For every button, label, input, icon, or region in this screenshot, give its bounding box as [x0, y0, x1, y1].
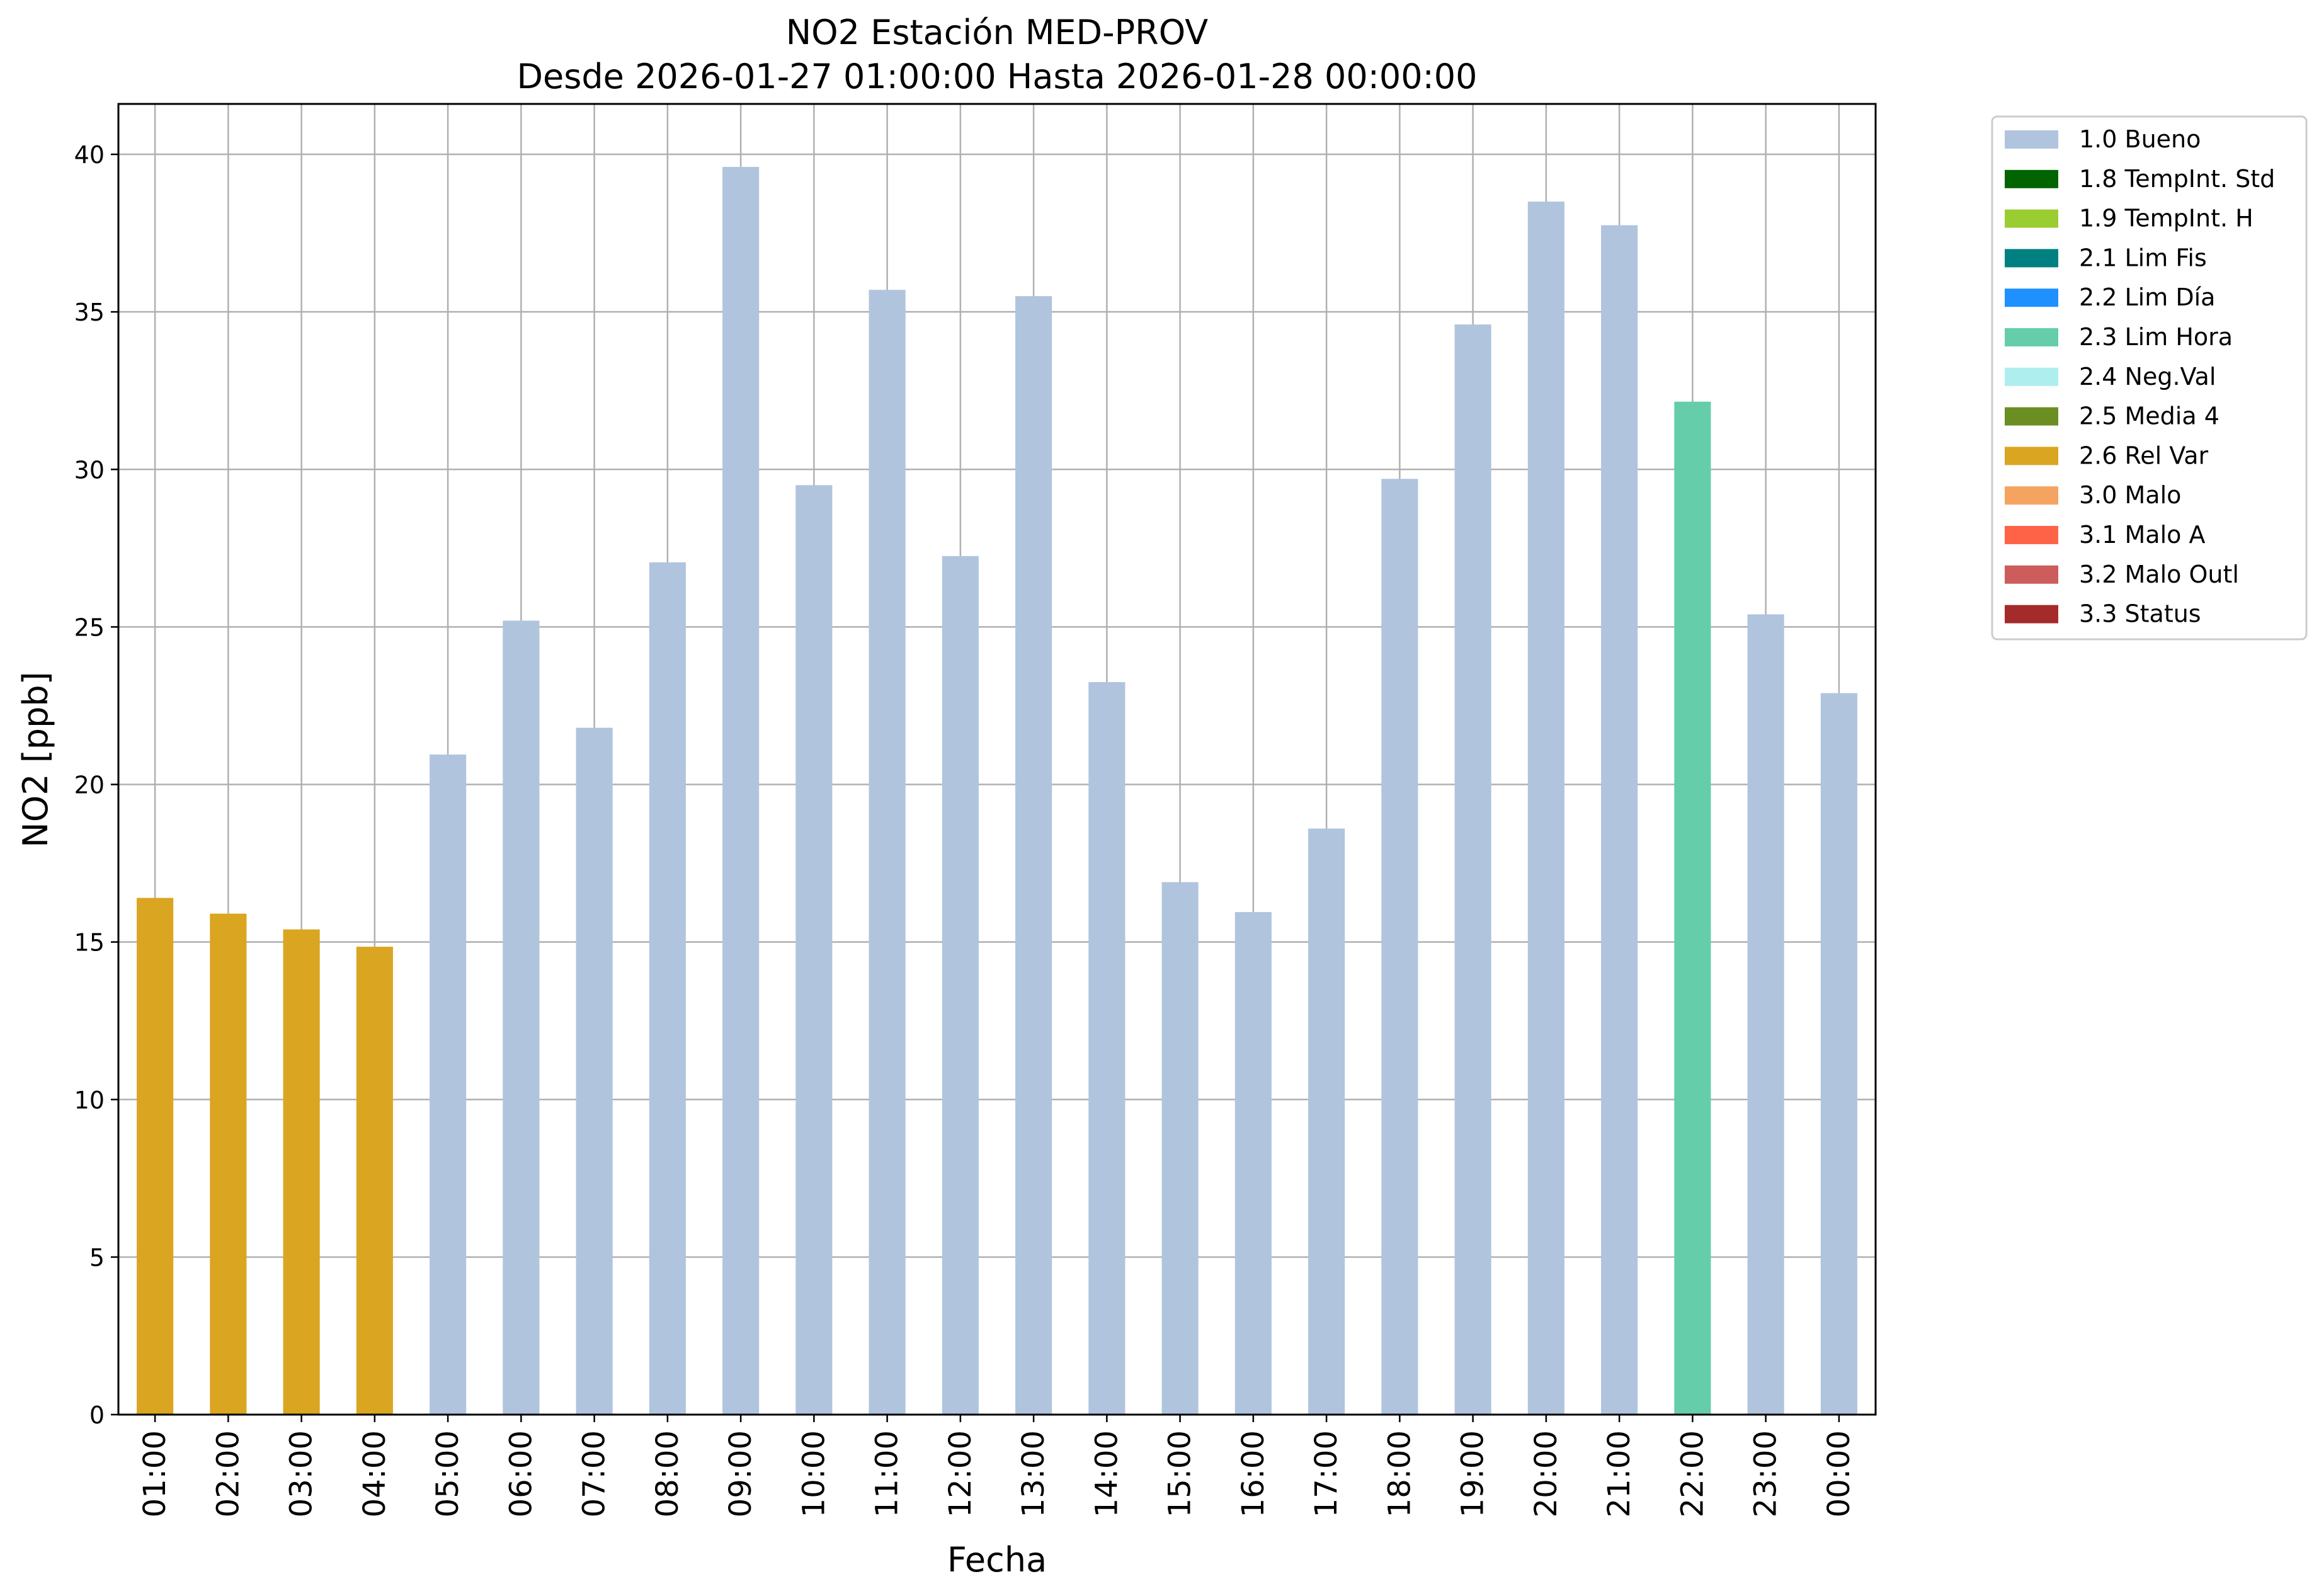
bar	[1161, 882, 1199, 1415]
bar	[210, 913, 247, 1415]
x-axis-label: Fecha	[947, 1540, 1047, 1580]
bar	[1088, 681, 1125, 1415]
bar	[1601, 225, 1638, 1415]
legend-label: 2.4 Neg.Val	[2079, 363, 2216, 390]
legend-swatch	[2005, 447, 2058, 465]
x-tick-label: 20:00	[1529, 1430, 1564, 1517]
x-tick-label: 21:00	[1602, 1430, 1637, 1517]
legend-swatch	[2005, 565, 2058, 584]
legend-label: 2.1 Lim Fis	[2079, 244, 2207, 271]
bar	[576, 727, 613, 1415]
x-tick-label: 17:00	[1309, 1430, 1344, 1517]
x-tick-label: 07:00	[577, 1430, 612, 1517]
x-tick-label: 01:00	[137, 1430, 173, 1517]
plot-frame	[117, 103, 1877, 1416]
legend: 1.0 Bueno 1.8 TempInt. Std 1.9 TempInt. H 2…	[1991, 115, 2308, 641]
bar	[1234, 912, 1272, 1415]
x-tick-label: 03:00	[284, 1430, 319, 1517]
x-tick-label: 05:00	[430, 1430, 465, 1517]
x-tick-label: 00:00	[1821, 1430, 1857, 1517]
y-axis-label: NO2 [ppb]	[16, 671, 55, 847]
bar	[137, 898, 174, 1415]
x-tick-label: 23:00	[1748, 1430, 1784, 1517]
bar	[1308, 828, 1345, 1415]
bar	[1381, 479, 1418, 1415]
x-tick-label: 19:00	[1456, 1430, 1491, 1517]
bar	[795, 485, 833, 1415]
bar	[942, 556, 979, 1415]
bar	[1015, 296, 1052, 1415]
x-tick-label: 18:00	[1382, 1430, 1417, 1517]
legend-swatch	[2005, 605, 2058, 624]
x-tick-label: 06:00	[503, 1430, 538, 1517]
legend-swatch	[2005, 328, 2058, 346]
legend-swatch	[2005, 209, 2058, 228]
x-tick-label: 09:00	[723, 1430, 758, 1517]
legend-swatch	[2005, 249, 2058, 268]
y-tick-label: 20	[74, 772, 105, 799]
legend-frame	[1991, 115, 2308, 641]
x-tick-label: 13:00	[1016, 1430, 1051, 1517]
x-tick-label: 08:00	[650, 1430, 685, 1517]
y-axis: 0 5 10 15 20 25 30 35 40	[74, 141, 118, 1429]
legend-label: 2.2 Lim Día	[2079, 283, 2215, 311]
legend-label: 2.6 Rel Var	[2079, 442, 2209, 469]
x-tick-label: 11:00	[870, 1430, 905, 1517]
y-tick-label: 10	[74, 1086, 105, 1114]
x-tick-label: 12:00	[943, 1430, 978, 1517]
legend-label: 2.5 Media 4	[2079, 402, 2219, 430]
bar	[869, 290, 906, 1415]
x-tick-label: 15:00	[1163, 1430, 1198, 1517]
bar	[1527, 202, 1564, 1415]
x-tick-label: 02:00	[210, 1430, 246, 1517]
y-tick-label: 5	[89, 1244, 105, 1272]
bars-group	[137, 167, 1857, 1415]
y-tick-label: 15	[74, 929, 105, 957]
legend-label: 2.3 Lim Hora	[2079, 323, 2233, 351]
x-tick-label: 14:00	[1089, 1430, 1124, 1517]
chart-subtitle: Desde 2026-01-27 01:00:00 Hasta 2026-01-…	[516, 57, 1477, 96]
bar	[722, 167, 760, 1415]
legend-label: 1.8 TempInt. Std	[2079, 165, 2275, 193]
chart-title: NO2 Estación MED-PROV	[786, 13, 1208, 52]
bar	[649, 562, 686, 1415]
legend-swatch	[2005, 288, 2058, 307]
legend-label: 1.9 TempInt. H	[2079, 205, 2253, 232]
bar	[1820, 693, 1857, 1415]
y-tick-label: 0	[89, 1401, 105, 1429]
x-tick-label: 16:00	[1236, 1430, 1271, 1517]
y-tick-label: 35	[74, 299, 105, 326]
legend-label: 3.0 Malo	[2079, 481, 2181, 509]
x-axis: 01:00 02:00 03:00 04:00 05:00 06:00 07:00 08:00…	[137, 1415, 1857, 1517]
bar	[1454, 324, 1491, 1415]
y-tick-label: 25	[74, 613, 105, 641]
x-tick-label: 10:00	[796, 1430, 831, 1517]
bar	[503, 620, 540, 1415]
legend-label: 3.2 Malo Outl	[2079, 561, 2239, 588]
legend-swatch	[2005, 169, 2058, 188]
legend-label: 3.1 Malo A	[2079, 521, 2205, 549]
legend-swatch	[2005, 407, 2058, 426]
legend-label: 3.3 Status	[2079, 600, 2201, 628]
y-tick-label: 40	[74, 141, 105, 169]
legend-swatch	[2005, 486, 2058, 505]
legend-swatch	[2005, 526, 2058, 544]
bar	[430, 754, 467, 1415]
bar	[1674, 401, 1711, 1415]
x-tick-label: 22:00	[1675, 1430, 1710, 1517]
bar	[1747, 614, 1784, 1415]
bar	[356, 947, 393, 1415]
y-tick-label: 30	[74, 456, 105, 484]
bar	[283, 929, 320, 1415]
legend-swatch	[2005, 367, 2058, 386]
x-tick-label: 04:00	[357, 1430, 392, 1517]
legend-label: 1.0 Bueno	[2079, 125, 2201, 153]
legend-swatch	[2005, 130, 2058, 149]
